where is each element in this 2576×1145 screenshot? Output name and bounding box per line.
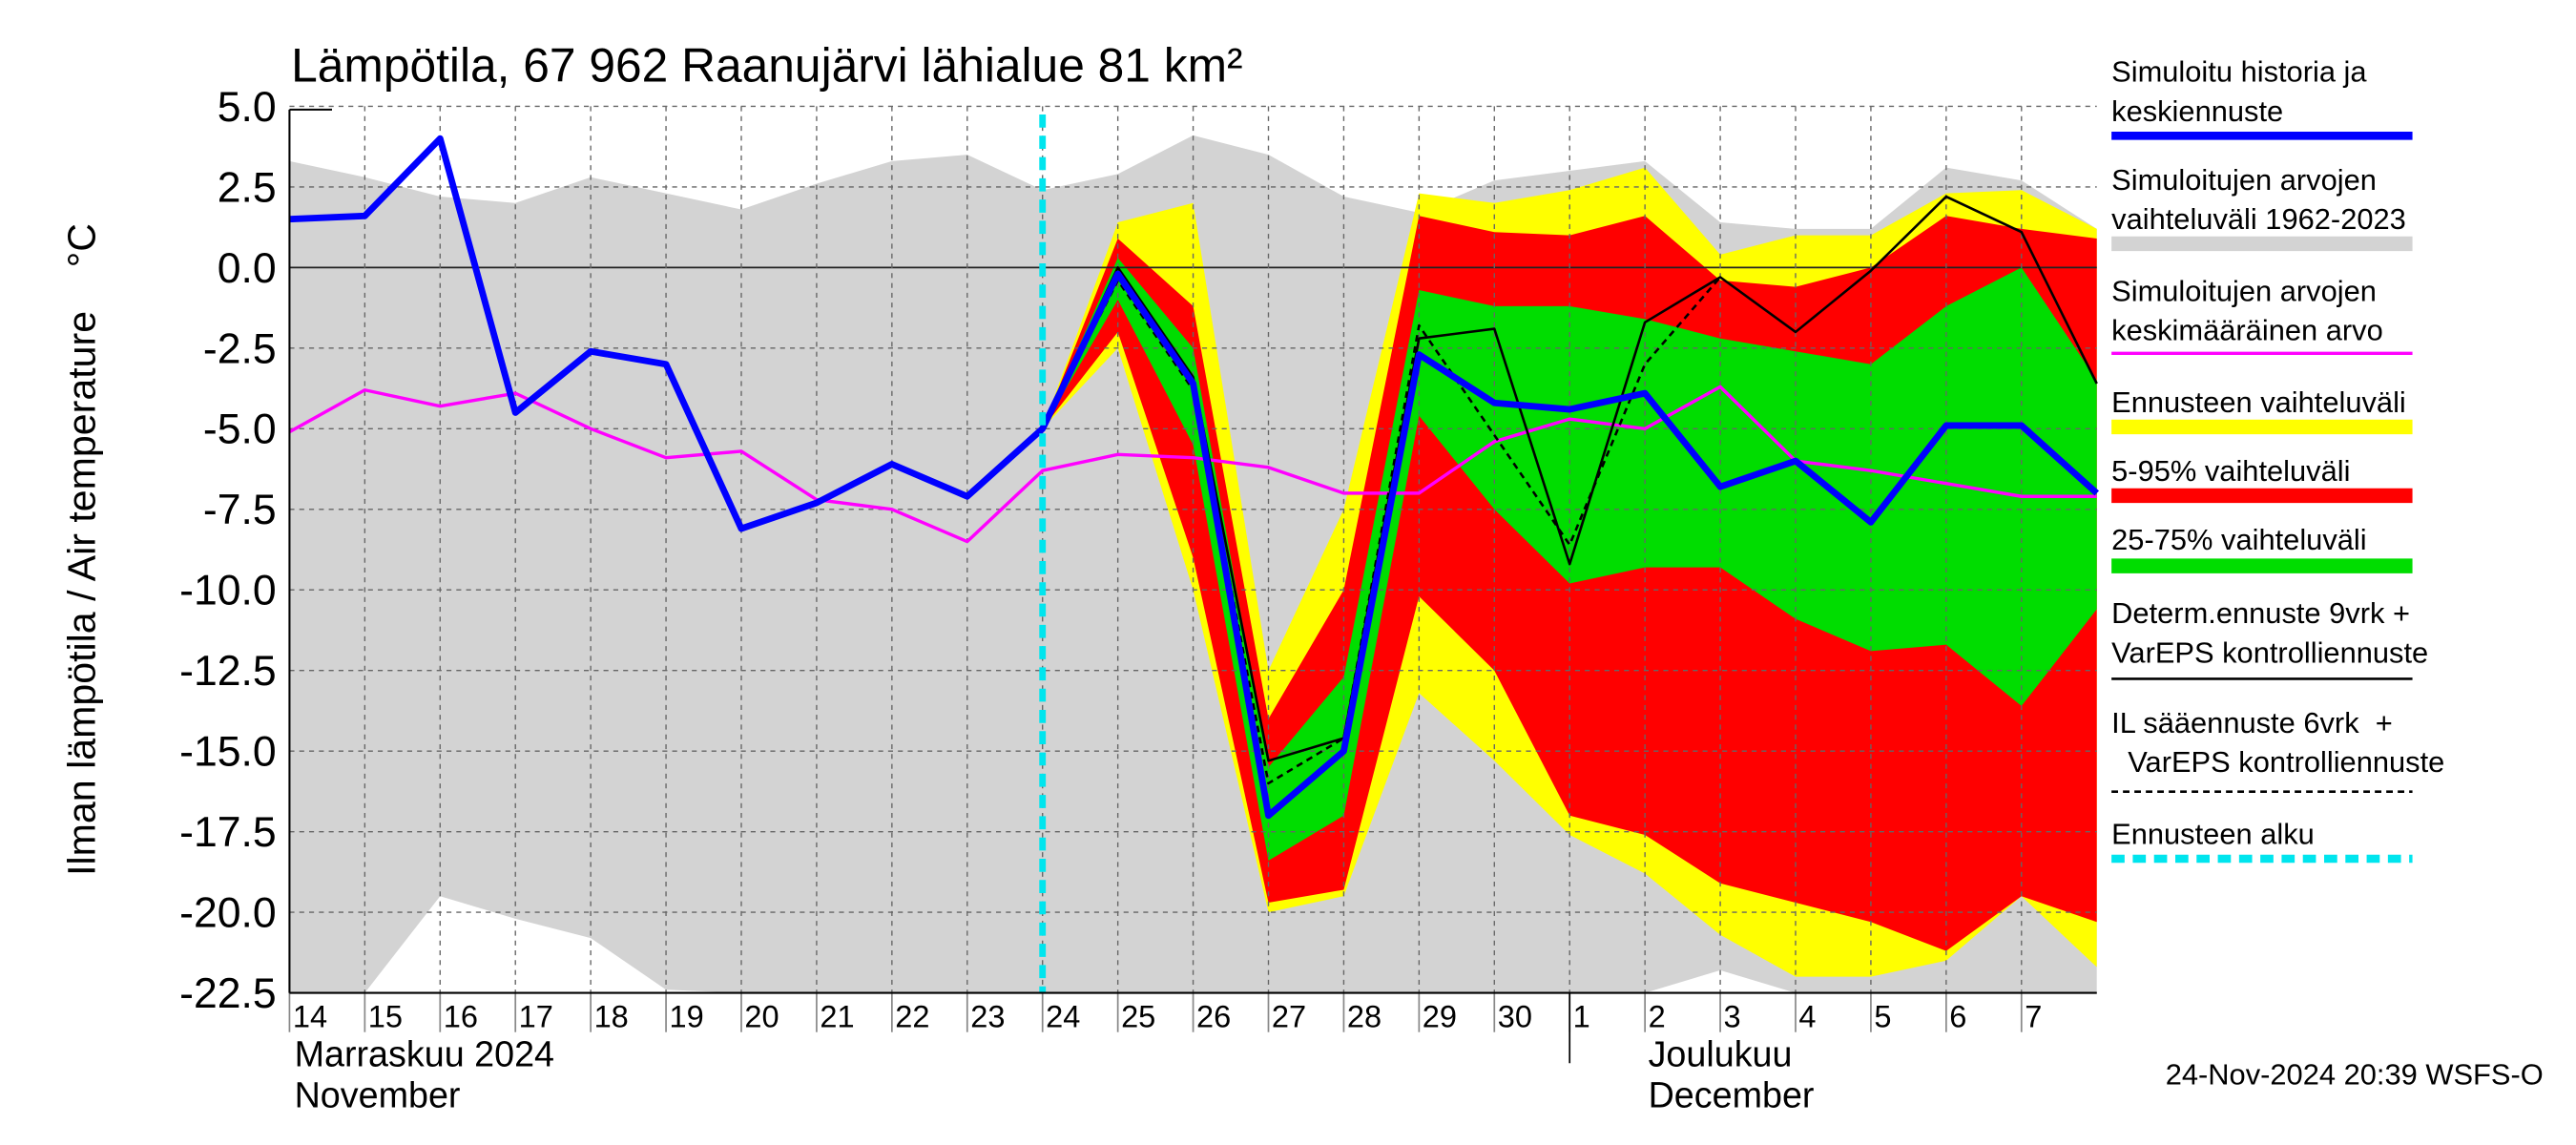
y-tick-label: -20.0 <box>179 890 277 937</box>
legend-label: Simuloitu historia ja <box>2111 55 2367 89</box>
x-tick-label: 28 <box>1347 1000 1381 1034</box>
y-tick-label: -7.5 <box>203 487 277 533</box>
month-label: November <box>295 1075 461 1115</box>
y-tick-label: 2.5 <box>218 164 277 211</box>
x-tick-label: 22 <box>895 1000 929 1034</box>
legend-label: Determ.ennuste 9vrk + <box>2111 596 2410 630</box>
x-tick-label: 15 <box>368 1000 403 1034</box>
x-tick-label: 25 <box>1121 1000 1155 1034</box>
legend-label: Ennusteen alku <box>2111 818 2315 851</box>
legend-label: 25-75% vaihteluväli <box>2111 523 2366 556</box>
legend-label: IL sääennuste 6vrk + <box>2111 706 2393 739</box>
x-tick-label: 18 <box>594 1000 629 1034</box>
legend-label: Ennusteen vaihteluväli <box>2111 385 2406 419</box>
x-tick-label: 26 <box>1196 1000 1231 1034</box>
x-tick-label: 4 <box>1798 1000 1816 1034</box>
x-tick-label: 20 <box>744 1000 779 1034</box>
y-tick-label: -10.0 <box>179 568 277 614</box>
legend-label: VarEPS kontrolliennuste <box>2111 635 2428 669</box>
x-tick-label: 14 <box>293 1000 327 1034</box>
legend-label: keskimääräinen arvo <box>2111 314 2383 347</box>
y-axis-label: Ilman lämpötila / Air temperature °C <box>59 223 103 876</box>
x-tick-label: 29 <box>1423 1000 1457 1034</box>
line <box>1041 195 2098 762</box>
month-label: Marraskuu 2024 <box>295 1034 554 1074</box>
x-tick-label: 21 <box>820 1000 854 1034</box>
legend-label: Simuloitujen arvojen <box>2111 274 2377 307</box>
x-tick-label: 27 <box>1272 1000 1306 1034</box>
legend-label: keskiennuste <box>2111 94 2283 128</box>
plot-area <box>288 105 2100 994</box>
x-tick-label: 30 <box>1498 1000 1532 1034</box>
month-label: Joulukuu <box>1649 1034 1793 1074</box>
x-tick-label: 19 <box>669 1000 703 1034</box>
y-tick-label: -17.5 <box>179 809 277 856</box>
y-tick-label: 5.0 <box>218 84 277 131</box>
y-tick-label: 0.0 <box>218 245 277 292</box>
legend-label: 5-95% vaihteluväli <box>2111 454 2350 488</box>
month-label: December <box>1649 1075 1815 1115</box>
line <box>289 135 2100 820</box>
x-tick-label: 3 <box>1723 1000 1740 1034</box>
legend-label: Simuloitujen arvojen <box>2111 163 2377 197</box>
x-tick-label: 16 <box>444 1000 478 1034</box>
timestamp: 24-Nov-2024 20:39 WSFS-O <box>2166 1058 2544 1092</box>
y-tick-label: -22.5 <box>179 970 277 1017</box>
x-tick-label: 24 <box>1046 1000 1080 1034</box>
y-tick-label: -12.5 <box>179 648 277 695</box>
x-tick-label: 2 <box>1649 1000 1666 1034</box>
y-tick-label: -5.0 <box>203 406 277 453</box>
x-tick-label: 1 <box>1573 1000 1590 1034</box>
chart-title: Lämpötila, 67 962 Raanujärvi lähialue 81… <box>291 39 1242 93</box>
x-tick-label: 6 <box>1949 1000 1966 1034</box>
x-tick-label: 7 <box>2025 1000 2042 1034</box>
legend-label: VarEPS kontrolliennuste <box>2111 745 2444 779</box>
x-tick-label: 5 <box>1874 1000 1891 1034</box>
y-tick-label: -2.5 <box>203 325 277 372</box>
y-tick-label: -15.0 <box>179 729 277 776</box>
line <box>1041 276 1722 785</box>
x-tick-label: 17 <box>519 1000 553 1034</box>
legend-label: vaihteluväli 1962-2023 <box>2111 202 2406 236</box>
x-tick-label: 23 <box>970 1000 1005 1034</box>
